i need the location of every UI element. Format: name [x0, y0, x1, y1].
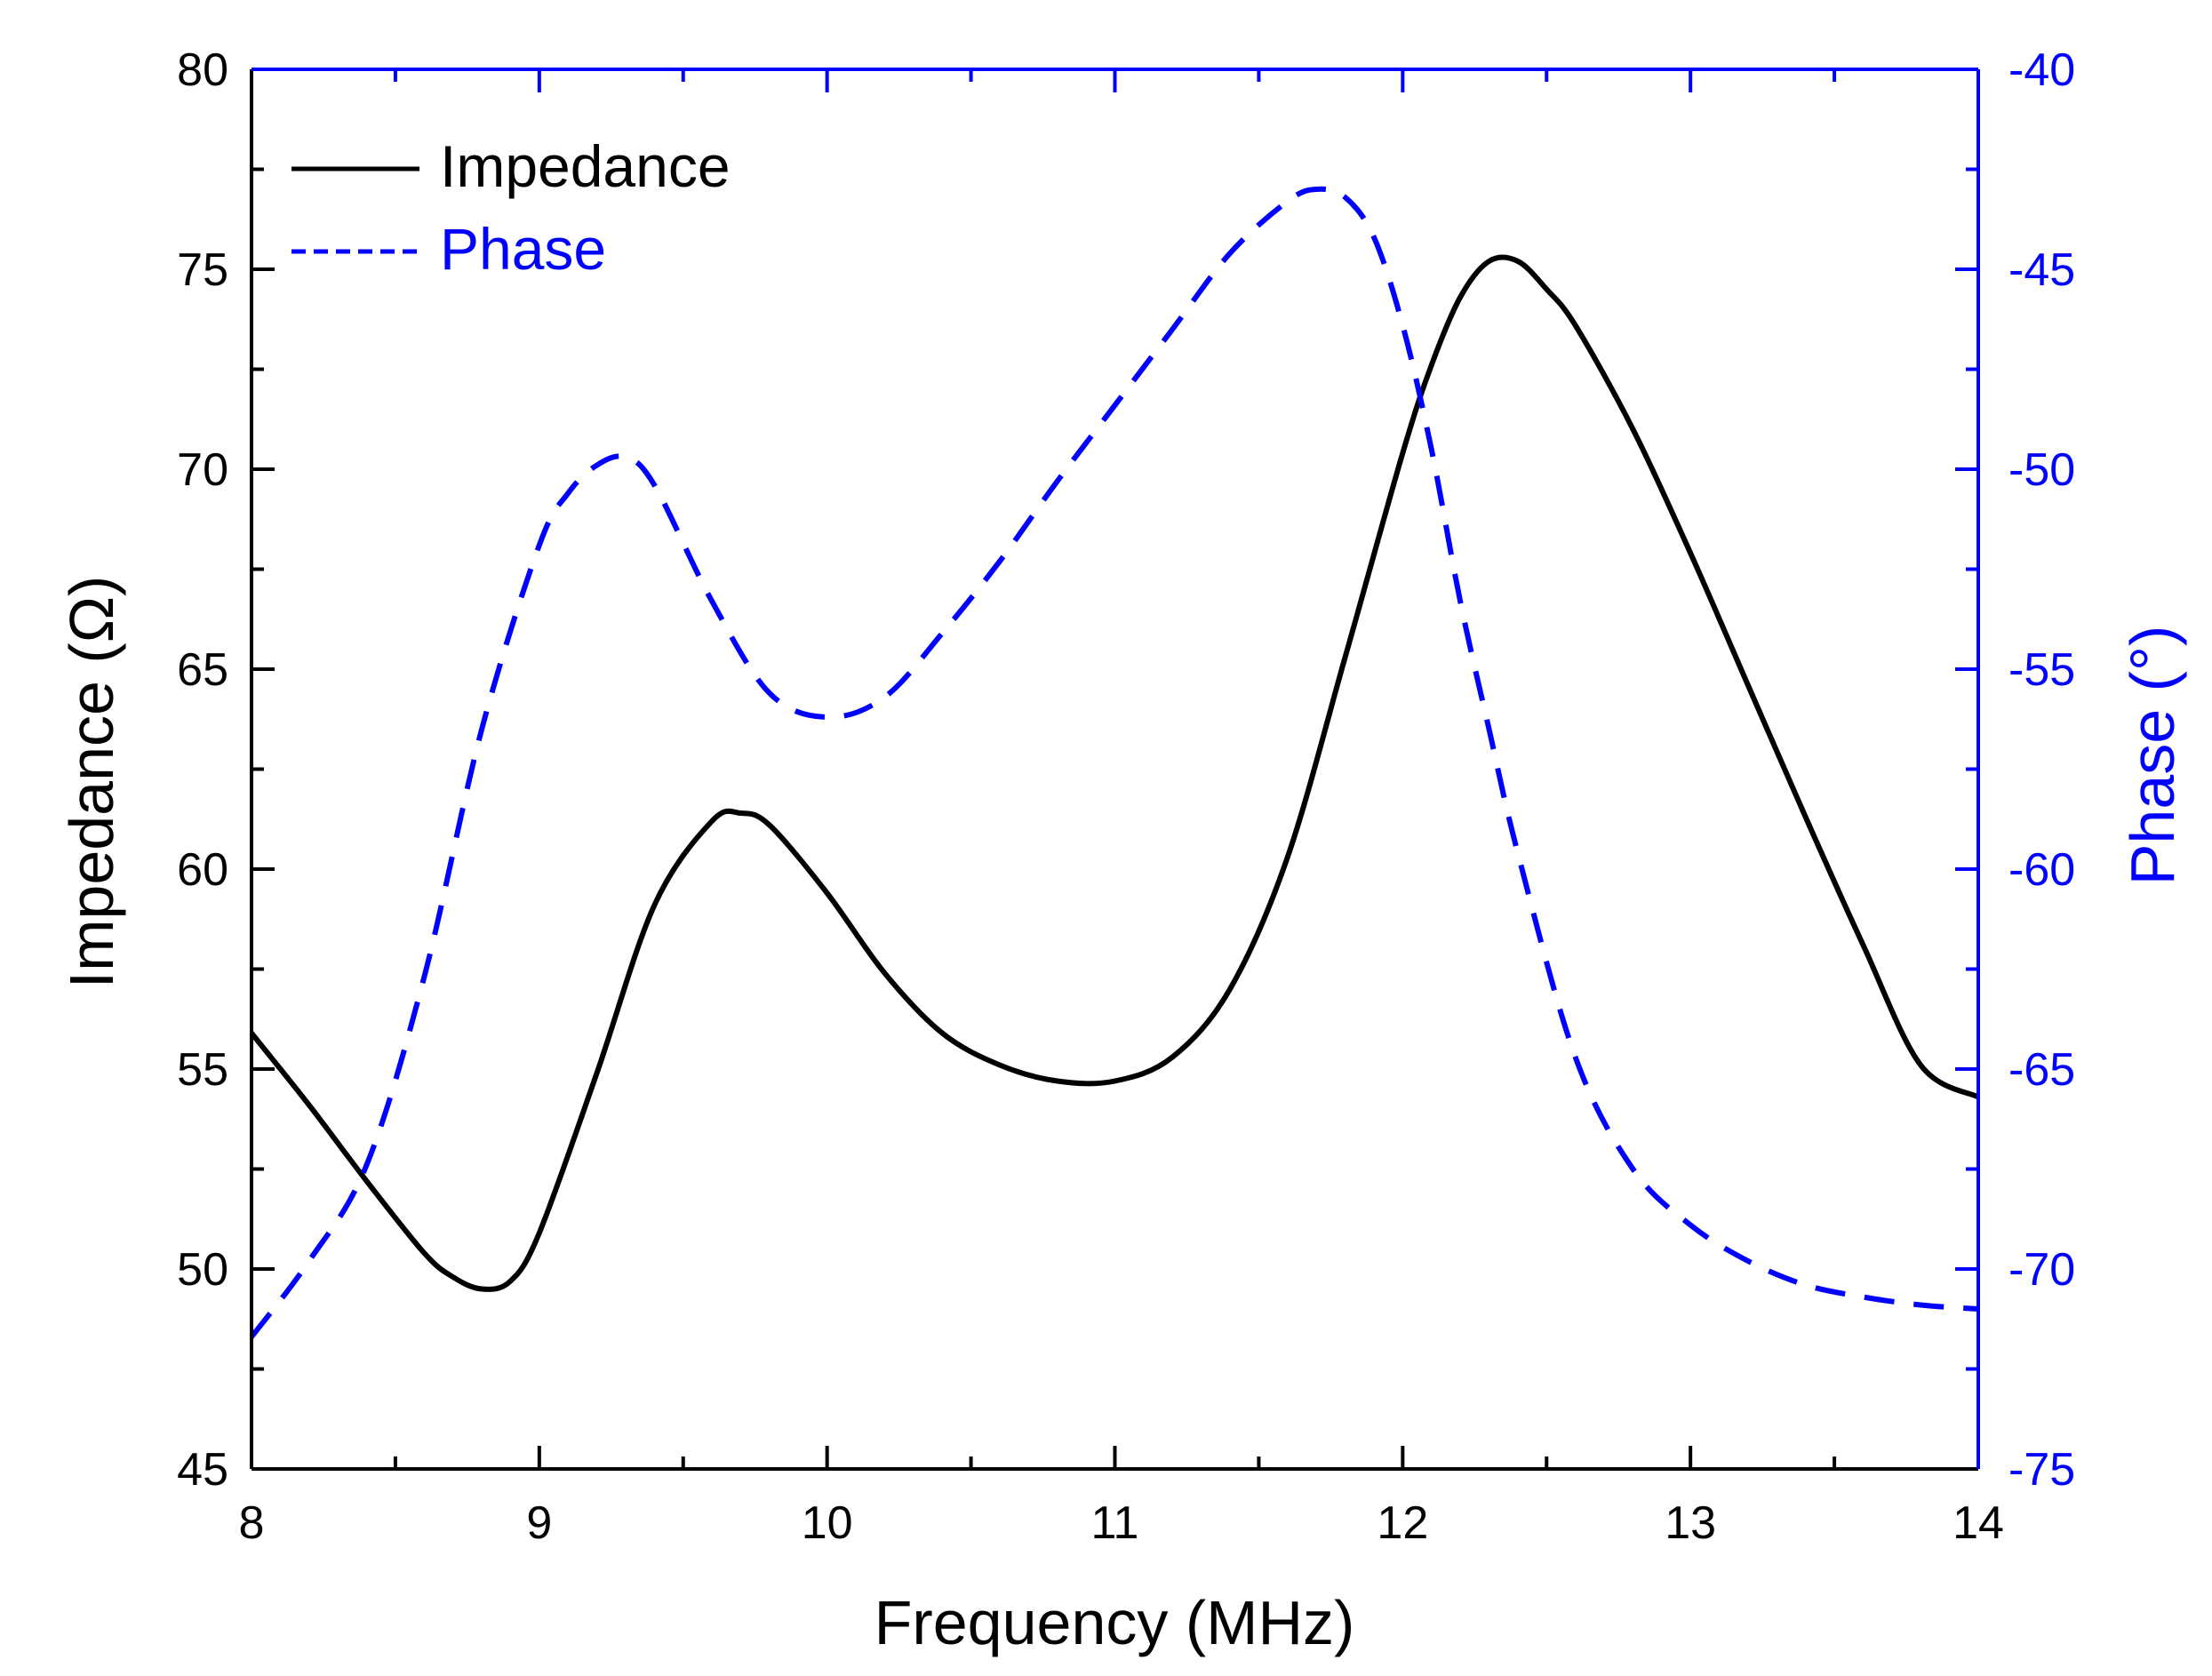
series-layer: [249, 186, 1980, 1339]
x-tick-label: 11: [1091, 1497, 1139, 1549]
y-left-tick-label: 50: [177, 1244, 228, 1296]
x-axis-label: Frequency (MHz): [874, 1588, 1355, 1657]
y-right-tick-label: -70: [2008, 1244, 2075, 1296]
x-tick-label: 12: [1377, 1497, 1428, 1549]
y-left-tick-label: 80: [177, 44, 228, 96]
y-left-tick-label: 65: [177, 644, 228, 696]
y-left-tick-label: 75: [177, 244, 228, 296]
y-right-tick-label: -75: [2008, 1444, 2075, 1496]
y-right-tick-label: -40: [2008, 44, 2075, 96]
series-line-impedance: [249, 254, 1980, 1292]
y-right-tick-label: -45: [2008, 244, 2075, 296]
y-left-tick-label: 70: [177, 444, 228, 496]
y-right-tick-label: -50: [2008, 444, 2075, 496]
y-left-tick-label: 45: [177, 1444, 228, 1496]
x-tick-label: 9: [526, 1497, 552, 1549]
x-tick-label: 8: [239, 1497, 265, 1549]
x-tick-label: 14: [1952, 1497, 2004, 1549]
y-right-tick-label: -65: [2008, 1044, 2075, 1096]
x-tick-label: 10: [802, 1497, 853, 1549]
legend: Impedance Phase: [291, 133, 731, 282]
x-tick-label: 13: [1665, 1497, 1716, 1549]
series-line-phase: [249, 186, 1979, 1339]
y-axis-left-label: Impedance (Ω): [57, 576, 126, 989]
y-left-tick-label: 60: [177, 844, 228, 896]
y-right-tick-label: -55: [2008, 644, 2075, 696]
y-left-tick-label: 55: [177, 1044, 228, 1096]
legend-phase-label: Phase: [440, 216, 606, 282]
y-axis-right-label: Phase (°): [2118, 626, 2187, 886]
legend-impedance-label: Impedance: [440, 133, 731, 199]
tick-label-layer: 8 9 10 11 12 13 14 45 50 55 60 65 70 75 80 -75 -70 -65 -60…: [177, 44, 2075, 1549]
y-right-tick-label: -60: [2008, 844, 2075, 896]
